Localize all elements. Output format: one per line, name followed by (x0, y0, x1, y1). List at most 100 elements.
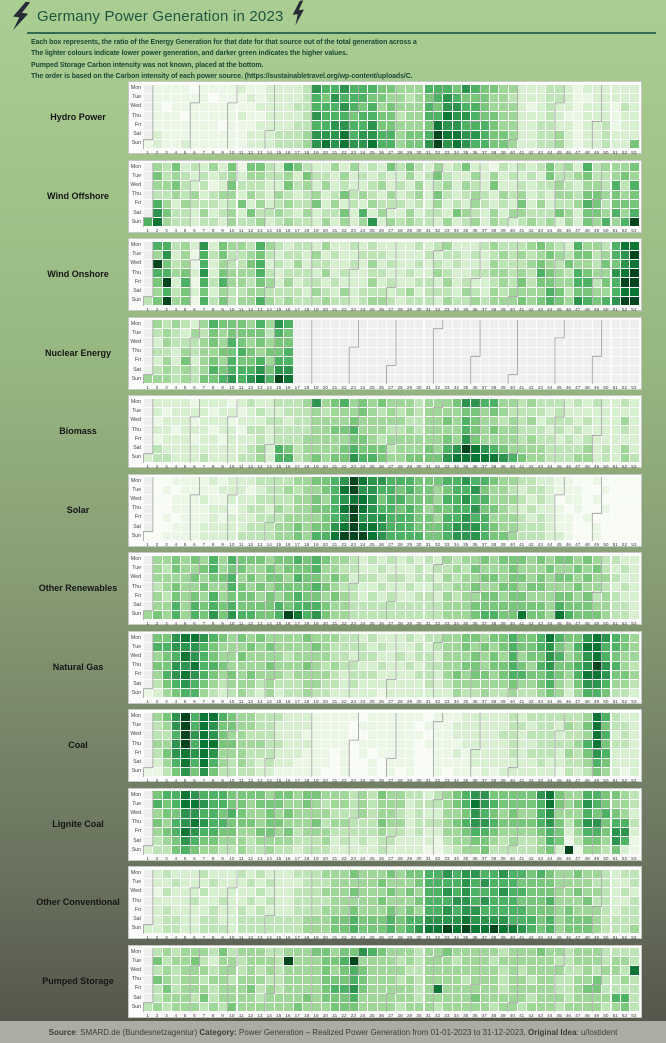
heatmap-cell (499, 84, 508, 93)
week-tick: 23 (350, 306, 356, 312)
heatmap-cell (630, 102, 639, 112)
heatmap-cell (499, 121, 508, 130)
week-tick: 50 (603, 777, 609, 783)
heatmap-cell (555, 130, 564, 139)
week-tick: 14 (266, 385, 272, 390)
heatmap-cell (574, 112, 583, 121)
week-tick: 26 (378, 228, 385, 233)
week-tick: 36 (472, 306, 478, 312)
week-tick: 36 (472, 149, 478, 155)
week-tick: 33 (444, 777, 450, 783)
week-tick: 6 (193, 228, 196, 233)
week-tick: 36 (472, 228, 478, 233)
week-tick: 51 (612, 149, 618, 155)
week-tick: 51 (612, 385, 618, 390)
week-tick: 44 (547, 620, 553, 626)
heatmap-cell (228, 112, 237, 121)
week-tick: 39 (500, 699, 506, 704)
heatmap-cell (302, 139, 312, 148)
week-tick: 41 (519, 463, 525, 469)
heatmap-cell (602, 102, 611, 112)
day-label: Sun (131, 611, 141, 618)
heatmap-cell (387, 130, 396, 139)
week-tick: 23 (350, 228, 356, 233)
week-tick: 30 (416, 699, 422, 704)
week-tick: 50 (603, 385, 609, 390)
week-tick: 28 (397, 149, 403, 155)
week-tick: 9 (221, 385, 224, 390)
week-tick: 19 (313, 228, 319, 233)
week-tick: 24 (360, 620, 366, 626)
heatmap-cell (611, 93, 620, 102)
week-tick: 39 (500, 777, 506, 783)
heatmap-cell (508, 84, 517, 93)
heatmap-cell (312, 93, 321, 102)
heatmap-cell (172, 163, 181, 172)
heatmap-cell (405, 130, 415, 139)
heatmap-cell (508, 121, 517, 130)
day-label: Tue (132, 643, 141, 650)
heatmap-cell (443, 93, 452, 102)
day-label: Tue (132, 408, 141, 415)
heatmap-cell (443, 172, 452, 181)
day-label: Sat (133, 994, 141, 1001)
heatmap-cell (209, 172, 218, 181)
week-tick: 12 (247, 542, 254, 547)
week-tick: 20 (322, 149, 328, 155)
week-tick: 28 (397, 306, 403, 312)
heatmap-cell (415, 102, 424, 112)
heatmap-cell (302, 163, 312, 172)
week-tick: 1 (146, 934, 149, 940)
week-tick: 21 (332, 306, 338, 312)
heatmap-cell (237, 181, 246, 190)
week-tick: 21 (332, 934, 338, 940)
week-tick: 14 (266, 542, 272, 547)
heatmap-cell (246, 121, 256, 130)
week-tick: 14 (266, 620, 272, 626)
heatmap-cell (630, 163, 639, 172)
heatmap-cell (508, 130, 517, 139)
week-tick: 1 (146, 385, 149, 390)
heatmap-cell (415, 163, 424, 172)
heatmap-cell (190, 102, 200, 112)
heatmap-cell (480, 130, 489, 139)
heatmap-cell (368, 112, 377, 121)
heatmap-cell (471, 172, 480, 181)
week-tick: 17 (294, 620, 300, 626)
week-tick: 7 (202, 385, 206, 390)
week-tick: 39 (500, 934, 506, 940)
heatmap-cell (611, 121, 620, 130)
heatmap-cell (602, 84, 611, 93)
week-tick: 20 (322, 228, 328, 233)
heatmap-cell (611, 139, 620, 148)
week-tick: 38 (491, 228, 497, 233)
heatmap-cell (630, 139, 639, 148)
week-tick: 8 (211, 306, 215, 312)
week-tick: 12 (247, 777, 254, 783)
heatmap-cell (284, 93, 293, 102)
week-tick: 9 (221, 149, 224, 155)
heatmap-cell (489, 181, 499, 190)
week-tick: 28 (397, 934, 403, 940)
heatmap-cell (592, 181, 602, 190)
week-tick: 6 (193, 306, 196, 312)
week-tick: 12 (247, 934, 254, 940)
week-tick: 43 (537, 620, 543, 626)
week-tick: 3 (165, 463, 168, 469)
heatmap-cell (256, 112, 265, 121)
week-tick: 41 (519, 228, 525, 233)
heatmap-cell (452, 163, 461, 172)
heatmap-cell (592, 172, 602, 181)
week-tick: 15 (275, 699, 282, 704)
heatmap-cell (387, 139, 396, 148)
heatmap-cell (471, 93, 480, 102)
week-tick: 25 (369, 228, 375, 233)
week-tick: 51 (612, 620, 618, 626)
heatmap-cell (508, 172, 517, 181)
heatmap-cell (256, 163, 265, 172)
heatmap-cell (256, 130, 265, 139)
heatmap-cell (574, 102, 583, 112)
week-tick: 5 (183, 228, 187, 233)
heatmap-cell (293, 112, 302, 121)
week-tick: 2 (155, 934, 159, 940)
